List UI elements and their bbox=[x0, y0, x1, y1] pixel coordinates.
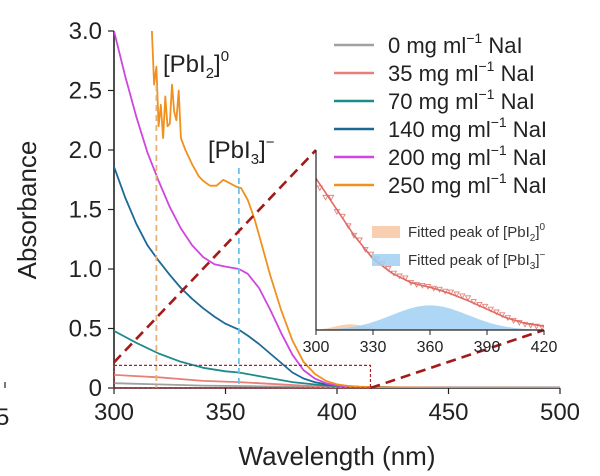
x-tick-label: 400 bbox=[317, 399, 357, 426]
inset-data-point bbox=[459, 293, 466, 300]
annotation-layer: [PbI2]0 [PbI3]− bbox=[155, 48, 275, 388]
inset-data-point bbox=[447, 289, 455, 296]
legend-label: 0 mg ml−1 NaI bbox=[388, 30, 523, 58]
y-axis-title: Absorbance bbox=[12, 141, 42, 280]
inset-data-point bbox=[350, 232, 358, 239]
inset-tick-label: 420 bbox=[531, 339, 558, 356]
y-tick-label: 2.5 bbox=[69, 78, 102, 105]
y-ticks: 0 0.5 1.0 1.5 2.0 2.5 3.0 bbox=[69, 18, 114, 402]
x-tick-label: 300 bbox=[94, 399, 134, 426]
y-tick-label: 2.0 bbox=[69, 137, 102, 164]
pbi3-label: [PbI3]− bbox=[208, 134, 275, 168]
inset-data-point bbox=[487, 306, 495, 313]
left-edge-tick-label: 5 bbox=[0, 404, 9, 431]
legend-label: 35 mg ml−1 NaI bbox=[388, 58, 535, 86]
x-tick-label: 500 bbox=[540, 399, 580, 426]
inset-data-point bbox=[527, 322, 534, 329]
x-tick-label: 350 bbox=[205, 399, 245, 426]
inset-data-point bbox=[481, 303, 489, 310]
x-ticks: 300 350 400 450 500 bbox=[94, 388, 580, 426]
inset-tick-label: 390 bbox=[474, 339, 501, 356]
inset-legend-swatch bbox=[372, 226, 400, 238]
pbi2-label: [PbI2]0 bbox=[163, 48, 229, 82]
inset-legend: Fitted peak of [PbI2]0 Fitted peak of [Pb… bbox=[372, 222, 545, 272]
inset-x-ticks: 300 330 360 390 420 bbox=[303, 330, 558, 356]
zoom-layer bbox=[113, 149, 545, 390]
inset-data-point bbox=[362, 247, 369, 253]
inset-data-point bbox=[316, 185, 324, 192]
inset-data-point bbox=[533, 323, 540, 330]
y-tick-label: 3.0 bbox=[69, 18, 102, 45]
y-tick-label: 1.0 bbox=[69, 256, 102, 283]
x-axis-title: Wavelength (nm) bbox=[239, 441, 436, 471]
inset-data-point bbox=[453, 291, 460, 298]
fitted-peak-pbi3 bbox=[316, 305, 544, 330]
y-tick-label: 0.5 bbox=[69, 316, 102, 343]
inset-tick-label: 330 bbox=[360, 339, 387, 356]
inset-legend-swatch bbox=[372, 254, 400, 266]
legend-label: 70 mg ml−1 NaI bbox=[388, 86, 535, 114]
inset-legend-label: Fitted peak of [PbI3]− bbox=[408, 250, 545, 272]
inset-data-point bbox=[327, 194, 335, 201]
inset-fit-line bbox=[316, 177, 544, 327]
y-tick-label: 1.5 bbox=[69, 197, 102, 224]
inset-tick-label: 360 bbox=[417, 339, 444, 356]
inset-data-point bbox=[464, 295, 472, 302]
inset-background bbox=[316, 150, 544, 330]
x-tick-label: 450 bbox=[428, 399, 468, 426]
inset-fit-curve bbox=[316, 177, 544, 327]
inset-data-point bbox=[521, 321, 529, 328]
inset-panel: 300 330 360 390 420 Fitted peak of [PbI2]0Fi… bbox=[303, 150, 558, 356]
inset-legend-label: Fitted peak of [PbI2]0 bbox=[408, 222, 545, 244]
legend-label: 250 mg ml−1 NaI bbox=[388, 170, 547, 198]
series-line-250-mg bbox=[151, 31, 560, 388]
zoom-highlight-box bbox=[113, 364, 372, 389]
inset-data-point bbox=[402, 275, 409, 282]
y-tick-label: 0 bbox=[89, 375, 102, 402]
zoom-connector-lower bbox=[370, 328, 545, 390]
legend-label: 140 mg ml−1 NaI bbox=[388, 114, 547, 142]
zoom-connector-upper bbox=[113, 149, 317, 364]
inset-tick-label: 300 bbox=[303, 339, 330, 356]
inset-fitted-peaks bbox=[316, 305, 544, 330]
legend-label: 200 mg ml−1 NaI bbox=[388, 142, 547, 170]
inset-data-point bbox=[322, 194, 329, 201]
